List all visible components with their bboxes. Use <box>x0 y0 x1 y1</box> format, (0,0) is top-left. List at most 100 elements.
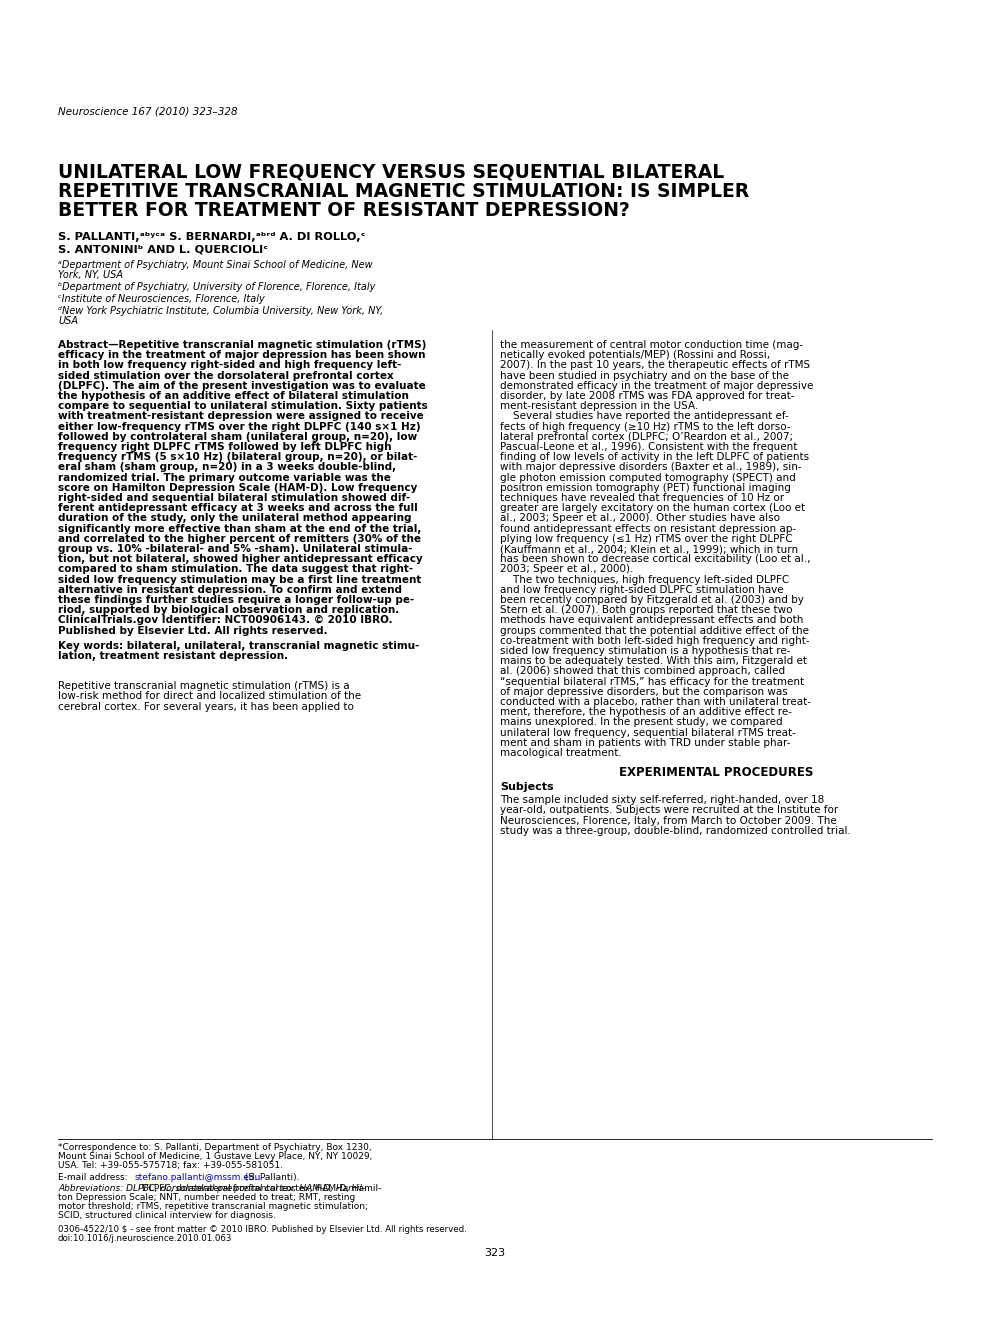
Text: cerebral cortex. For several years, it has been applied to: cerebral cortex. For several years, it h… <box>58 702 353 711</box>
Text: compared to sham stimulation. The data suggest that right-: compared to sham stimulation. The data s… <box>58 565 413 574</box>
Text: Neuroscience 167 (2010) 323–328: Neuroscience 167 (2010) 323–328 <box>58 107 238 117</box>
Text: ment and sham in patients with TRD under stable phar-: ment and sham in patients with TRD under… <box>500 738 790 748</box>
Text: co-treatment with both left-sided high frequency and right-: co-treatment with both left-sided high f… <box>500 636 810 645</box>
Text: York, NY, USA: York, NY, USA <box>58 271 123 280</box>
Text: al. (2006) showed that this combined approach, called: al. (2006) showed that this combined app… <box>500 667 785 676</box>
Text: score on Hamilton Depression Scale (HAM-D). Low frequency: score on Hamilton Depression Scale (HAM-… <box>58 483 418 492</box>
Text: mains to be adequately tested. With this aim, Fitzgerald et: mains to be adequately tested. With this… <box>500 656 807 667</box>
Text: and correlated to the higher percent of remitters (30% of the: and correlated to the higher percent of … <box>58 533 421 544</box>
Text: Several studies have reported the antidepressant ef-: Several studies have reported the antide… <box>500 412 789 421</box>
Text: been recently compared by Fitzgerald et al. (2003) and by: been recently compared by Fitzgerald et … <box>500 595 804 605</box>
Text: disorder, by late 2008 rTMS was FDA approved for treat-: disorder, by late 2008 rTMS was FDA appr… <box>500 391 795 401</box>
Text: Stern et al. (2007). Both groups reported that these two: Stern et al. (2007). Both groups reporte… <box>500 605 793 615</box>
Text: duration of the study, only the unilateral method appearing: duration of the study, only the unilater… <box>58 513 412 524</box>
Text: USA. Tel: +39-055-575718; fax: +39-055-581051.: USA. Tel: +39-055-575718; fax: +39-055-5… <box>58 1162 283 1170</box>
Text: Abbreviations: DLPFC, dorsolateral prefrontal cortex; HAM-D, Hamil-: Abbreviations: DLPFC, dorsolateral prefr… <box>58 1184 365 1193</box>
Text: efficacy in the treatment of major depression has been shown: efficacy in the treatment of major depre… <box>58 350 426 360</box>
Text: group vs. 10% -bilateral- and 5% -sham). Unilateral stimula-: group vs. 10% -bilateral- and 5% -sham).… <box>58 544 413 554</box>
Text: riod, supported by biological observation and replication.: riod, supported by biological observatio… <box>58 605 399 615</box>
Text: tion, but not bilateral, showed higher antidepressant efficacy: tion, but not bilateral, showed higher a… <box>58 554 423 564</box>
Text: and low frequency right-sided DLPFC stimulation have: and low frequency right-sided DLPFC stim… <box>500 585 784 595</box>
Text: positron emission tomography (PET) functional imaging: positron emission tomography (PET) funct… <box>500 483 791 492</box>
Text: ment, therefore, the hypothesis of an additive effect re-: ment, therefore, the hypothesis of an ad… <box>500 708 792 717</box>
Text: Abstract—Repetitive transcranial magnetic stimulation (rTMS): Abstract—Repetitive transcranial magneti… <box>58 341 427 350</box>
Text: the hypothesis of an additive effect of bilateral stimulation: the hypothesis of an additive effect of … <box>58 391 409 401</box>
Text: with treatment-resistant depression were assigned to receive: with treatment-resistant depression were… <box>58 412 424 421</box>
Text: SCID, structured clinical interview for diagnosis.: SCID, structured clinical interview for … <box>58 1210 276 1220</box>
Text: The two techniques, high frequency left-sided DLPFC: The two techniques, high frequency left-… <box>500 574 789 585</box>
Text: macological treatment.: macological treatment. <box>500 748 622 758</box>
Text: *Correspondence to: S. Pallanti, Department of Psychiatry, Box 1230,: *Correspondence to: S. Pallanti, Departm… <box>58 1143 371 1152</box>
Text: found antidepressant effects on resistant depression ap-: found antidepressant effects on resistan… <box>500 524 796 533</box>
Text: BETTER FOR TREATMENT OF RESISTANT DEPRESSION?: BETTER FOR TREATMENT OF RESISTANT DEPRES… <box>58 201 630 220</box>
Text: USA: USA <box>58 315 78 326</box>
Text: (Kauffmann et al., 2004; Klein et al., 1999); which in turn: (Kauffmann et al., 2004; Klein et al., 1… <box>500 544 798 554</box>
Text: ᶜInstitute of Neurosciences, Florence, Italy: ᶜInstitute of Neurosciences, Florence, I… <box>58 294 264 304</box>
Text: 323: 323 <box>484 1247 506 1258</box>
Text: have been studied in psychiatry and on the base of the: have been studied in psychiatry and on t… <box>500 371 789 380</box>
Text: mains unexplored. In the present study, we compared: mains unexplored. In the present study, … <box>500 717 783 727</box>
Text: al., 2003; Speer et al., 2000). Other studies have also: al., 2003; Speer et al., 2000). Other st… <box>500 513 780 524</box>
Text: Repetitive transcranial magnetic stimulation (rTMS) is a: Repetitive transcranial magnetic stimula… <box>58 681 349 692</box>
Text: significantly more effective than sham at the end of the trial,: significantly more effective than sham a… <box>58 524 422 533</box>
Text: these findings further studies require a longer follow-up pe-: these findings further studies require a… <box>58 595 414 605</box>
Text: ferent antidepressant efficacy at 3 weeks and across the full: ferent antidepressant efficacy at 3 week… <box>58 503 418 513</box>
Text: in both low frequency right-sided and high frequency left-: in both low frequency right-sided and hi… <box>58 360 401 371</box>
Text: ClinicalTrials.gov Identifier: NCT00906143. © 2010 IBRO.: ClinicalTrials.gov Identifier: NCT009061… <box>58 615 393 626</box>
Text: frequency right DLPFC rTMS followed by left DLPFC high: frequency right DLPFC rTMS followed by l… <box>58 442 391 451</box>
Text: 2007). In the past 10 years, the therapeutic effects of rTMS: 2007). In the past 10 years, the therape… <box>500 360 810 371</box>
Text: Subjects: Subjects <box>500 783 553 792</box>
Text: unilateral low frequency, sequential bilateral rTMS treat-: unilateral low frequency, sequential bil… <box>500 727 796 738</box>
Text: “sequential bilateral rTMS,” has efficacy for the treatment: “sequential bilateral rTMS,” has efficac… <box>500 677 804 686</box>
Text: followed by controlateral sham (unilateral group, n=20), low: followed by controlateral sham (unilater… <box>58 432 417 442</box>
Text: greater are largely excitatory on the human cortex (Loo et: greater are largely excitatory on the hu… <box>500 503 805 513</box>
Text: sided stimulation over the dorsolateral prefrontal cortex: sided stimulation over the dorsolateral … <box>58 371 394 380</box>
Text: 0306-4522/10 $ - see front matter © 2010 IBRO. Published by Elsevier Ltd. All ri: 0306-4522/10 $ - see front matter © 2010… <box>58 1225 466 1234</box>
Text: Pascual-Leone et al., 1996). Consistent with the frequent: Pascual-Leone et al., 1996). Consistent … <box>500 442 797 451</box>
Text: has been shown to decrease cortical excitability (Loo et al.,: has been shown to decrease cortical exci… <box>500 554 811 564</box>
Text: randomized trial. The primary outcome variable was the: randomized trial. The primary outcome va… <box>58 473 391 483</box>
Text: lation, treatment resistant depression.: lation, treatment resistant depression. <box>58 651 288 661</box>
Text: gle photon emission computed tomography (SPECT) and: gle photon emission computed tomography … <box>500 473 796 483</box>
Text: Neurosciences, Florence, Italy, from March to October 2009. The: Neurosciences, Florence, Italy, from Mar… <box>500 816 837 825</box>
Text: Mount Sinai School of Medicine, 1 Gustave Levy Place, NY, NY 10029,: Mount Sinai School of Medicine, 1 Gustav… <box>58 1152 372 1162</box>
Text: EXPERIMENTAL PROCEDURES: EXPERIMENTAL PROCEDURES <box>619 766 813 779</box>
Text: frequency rTMS (5 s×10 Hz) (bilateral group, n=20), or bilat-: frequency rTMS (5 s×10 Hz) (bilateral gr… <box>58 453 418 462</box>
Text: The sample included sixty self-referred, right-handed, over 18: The sample included sixty self-referred,… <box>500 795 825 805</box>
Text: lateral prefrontal cortex (DLPFC; O’Reardon et al., 2007;: lateral prefrontal cortex (DLPFC; O’Rear… <box>500 432 793 442</box>
Text: ᵃDepartment of Psychiatry, Mount Sinai School of Medicine, New: ᵃDepartment of Psychiatry, Mount Sinai S… <box>58 260 372 271</box>
Text: stefano.pallanti@mssm.edu: stefano.pallanti@mssm.edu <box>135 1173 261 1181</box>
Text: S. ANTONINIᵇ AND L. QUERCIOLIᶜ: S. ANTONINIᵇ AND L. QUERCIOLIᶜ <box>58 244 268 253</box>
Text: DLPFC, dorsolateral prefrontal cortex; HAM-D, Hamil-: DLPFC, dorsolateral prefrontal cortex; H… <box>142 1184 381 1193</box>
Text: ᵇDepartment of Psychiatry, University of Florence, Florence, Italy: ᵇDepartment of Psychiatry, University of… <box>58 282 375 292</box>
Text: eral sham (sham group, n=20) in a 3 weeks double-blind,: eral sham (sham group, n=20) in a 3 week… <box>58 462 396 473</box>
Text: right-sided and sequential bilateral stimulation showed dif-: right-sided and sequential bilateral sti… <box>58 492 410 503</box>
Text: ton Depression Scale; NNT, number needed to treat; RMT, resting: ton Depression Scale; NNT, number needed… <box>58 1193 355 1203</box>
Text: (S. Pallanti).: (S. Pallanti). <box>242 1173 300 1181</box>
Text: doi:10.1016/j.neuroscience.2010.01.063: doi:10.1016/j.neuroscience.2010.01.063 <box>58 1234 233 1243</box>
Text: compare to sequential to unilateral stimulation. Sixty patients: compare to sequential to unilateral stim… <box>58 401 428 412</box>
Text: motor threshold; rTMS, repetitive transcranial magnetic stimulation;: motor threshold; rTMS, repetitive transc… <box>58 1203 368 1210</box>
Text: methods have equivalent antidepressant effects and both: methods have equivalent antidepressant e… <box>500 615 803 626</box>
Text: with major depressive disorders (Baxter et al., 1989), sin-: with major depressive disorders (Baxter … <box>500 462 802 473</box>
Text: 2003; Speer et al., 2000).: 2003; Speer et al., 2000). <box>500 565 634 574</box>
Text: REPETITIVE TRANSCRANIAL MAGNETIC STIMULATION: IS SIMPLER: REPETITIVE TRANSCRANIAL MAGNETIC STIMULA… <box>58 182 749 201</box>
Text: demonstrated efficacy in the treatment of major depressive: demonstrated efficacy in the treatment o… <box>500 380 814 391</box>
Text: study was a three-group, double-blind, randomized controlled trial.: study was a three-group, double-blind, r… <box>500 826 850 836</box>
Text: ᵈNew York Psychiatric Institute, Columbia University, New York, NY,: ᵈNew York Psychiatric Institute, Columbi… <box>58 306 383 315</box>
Text: plying low frequency (≤1 Hz) rTMS over the right DLPFC: plying low frequency (≤1 Hz) rTMS over t… <box>500 533 793 544</box>
Text: sided low frequency stimulation may be a first line treatment: sided low frequency stimulation may be a… <box>58 574 422 585</box>
Text: conducted with a placebo, rather than with unilateral treat-: conducted with a placebo, rather than wi… <box>500 697 811 708</box>
Text: techniques have revealed that frequencies of 10 Hz or: techniques have revealed that frequencie… <box>500 492 784 503</box>
Text: (DLPFC). The aim of the present investigation was to evaluate: (DLPFC). The aim of the present investig… <box>58 380 426 391</box>
Text: ment-resistant depression in the USA.: ment-resistant depression in the USA. <box>500 401 698 412</box>
Text: year-old, outpatients. Subjects were recruited at the Institute for: year-old, outpatients. Subjects were rec… <box>500 805 839 816</box>
Text: Published by Elsevier Ltd. All rights reserved.: Published by Elsevier Ltd. All rights re… <box>58 626 328 636</box>
Text: netically evoked potentials/MEP) (Rossini and Rossi,: netically evoked potentials/MEP) (Rossin… <box>500 350 770 360</box>
Text: E-mail address:: E-mail address: <box>58 1173 131 1181</box>
Text: fects of high frequency (≥10 Hz) rTMS to the left dorso-: fects of high frequency (≥10 Hz) rTMS to… <box>500 421 791 432</box>
Text: alternative in resistant depression. To confirm and extend: alternative in resistant depression. To … <box>58 585 402 595</box>
Text: finding of low levels of activity in the left DLPFC of patients: finding of low levels of activity in the… <box>500 453 809 462</box>
Text: sided low frequency stimulation is a hypothesis that re-: sided low frequency stimulation is a hyp… <box>500 645 790 656</box>
Text: either low-frequency rTMS over the right DLPFC (140 s×1 Hz): either low-frequency rTMS over the right… <box>58 421 421 432</box>
